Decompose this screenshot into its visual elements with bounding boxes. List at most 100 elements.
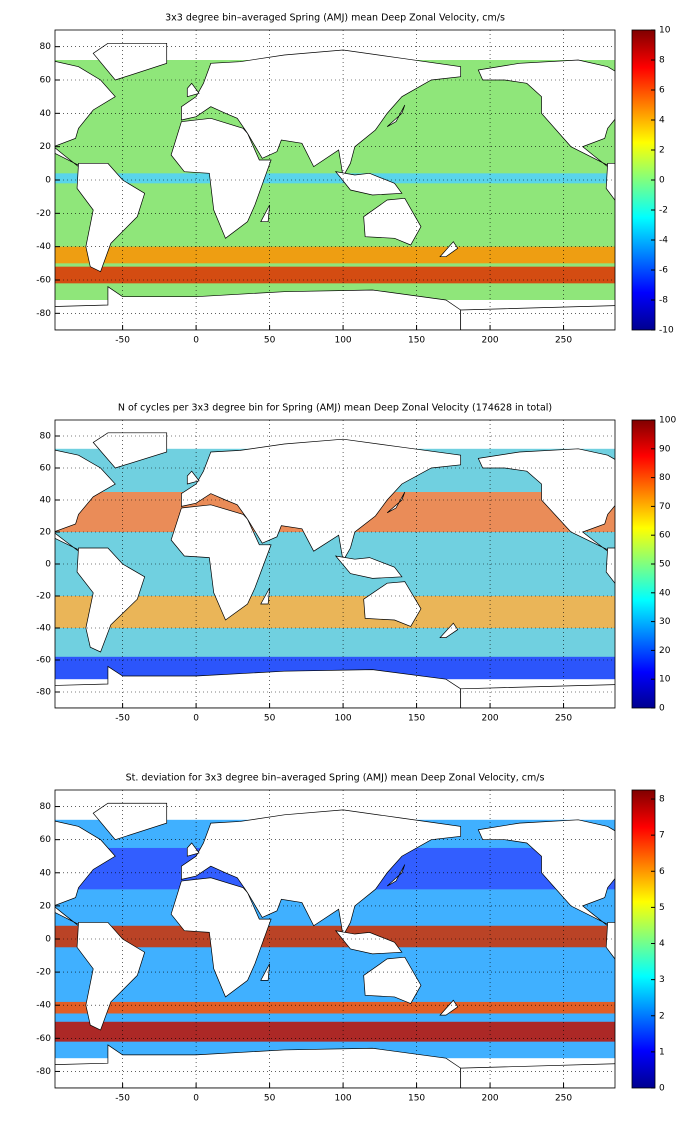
land (92, 432, 168, 469)
x-tick-label: -50 (115, 714, 130, 724)
ocean-band (55, 925, 615, 948)
land (186, 82, 200, 98)
land (460, 305, 615, 330)
x-tick-label: 0 (193, 1094, 199, 1104)
ocean-band (55, 173, 615, 184)
x-tick-label: 250 (555, 1094, 572, 1104)
land (55, 1044, 462, 1088)
x-tick-label: 250 (555, 714, 572, 724)
x-tick-label: 50 (264, 336, 276, 346)
land (439, 241, 459, 258)
land (363, 197, 422, 246)
y-tick-label: -80 (36, 688, 51, 698)
y-tick-label: 60 (40, 464, 52, 474)
colorbar-tick-label: 4 (659, 116, 665, 126)
y-tick-label: 0 (45, 560, 51, 570)
colorbar-tick-label: 2 (659, 1011, 665, 1021)
x-tick-label: 150 (408, 714, 425, 724)
land (477, 448, 615, 552)
axes-frame (54, 29, 616, 331)
ocean-band (55, 246, 615, 264)
land (460, 1063, 615, 1088)
x-tick-label: -50 (115, 1094, 130, 1104)
y-tick-label: 0 (45, 176, 51, 186)
colorbar-tick-label: 0 (659, 704, 665, 714)
colorbar-tick-label: 40 (659, 588, 671, 598)
y-tick-label: -40 (36, 242, 51, 252)
colorbar-tick-label: 7 (659, 831, 665, 841)
land (186, 842, 200, 857)
land (92, 42, 168, 81)
y-tick-label: -40 (36, 624, 51, 634)
colorbar-tick-label: 6 (659, 867, 665, 877)
land (55, 820, 116, 927)
colorbar-tick-label: 80 (659, 473, 671, 483)
ocean-band (55, 596, 615, 628)
y-tick-label: 20 (40, 142, 52, 152)
land (170, 504, 272, 621)
land (334, 171, 403, 196)
colorbar-tick-label: -6 (659, 266, 668, 276)
land (439, 622, 459, 638)
y-tick-label: -60 (36, 276, 51, 286)
x-tick-label: -50 (115, 336, 130, 346)
land (92, 802, 168, 841)
y-tick-label: 40 (40, 109, 52, 119)
land (260, 587, 270, 605)
x-tick-label: 200 (481, 714, 498, 724)
land (260, 963, 270, 981)
y-tick-label: -80 (36, 309, 51, 319)
land (55, 449, 116, 552)
y-tick-label: 60 (40, 835, 52, 845)
y-tick-label: -40 (36, 1001, 51, 1011)
map-panel: -50 0 50 100 150 200 250-80-60-40-20020406080N… (36, 403, 676, 724)
land (181, 49, 462, 178)
colorbar-tick-label: 20 (659, 646, 671, 656)
panel-title: 3x3 degree bin–averaged Spring (AMJ) mea… (165, 13, 505, 24)
y-tick-label: 20 (40, 528, 52, 538)
axes-frame (54, 789, 616, 1089)
colorbar-tick-label: 60 (659, 531, 671, 541)
ocean-band (55, 1001, 615, 1014)
y-tick-label: 80 (40, 432, 52, 442)
y-tick-label: -20 (36, 209, 51, 219)
y-tick-label: -60 (36, 656, 51, 666)
map-panel: -50 0 50 100 150 200 250-80-60-40-20020406080S… (36, 773, 665, 1104)
land (334, 555, 403, 579)
land (260, 204, 270, 223)
colorbar-tick-label: 1 (659, 1047, 665, 1057)
colorbar-tick-label: -10 (659, 326, 674, 336)
colorbar-tick-label: 0 (659, 1084, 665, 1094)
x-tick-label: 100 (334, 1094, 351, 1104)
colorbar-tick-label: 4 (659, 939, 665, 949)
land (386, 864, 406, 887)
x-tick-label: 100 (334, 714, 351, 724)
colorbar-tick-label: 70 (659, 502, 671, 512)
map-panel: -50 0 50 100 150 200 250-80-60-40-200204060803… (36, 13, 674, 346)
x-tick-label: 100 (334, 336, 351, 346)
y-tick-label: 80 (40, 42, 52, 52)
panel-title: St. deviation for 3x3 degree bin–average… (126, 773, 545, 784)
colorbar-tick-label: -4 (659, 236, 668, 246)
colorbar-tick-label: -2 (659, 206, 668, 216)
colorbar-tick-label: 3 (659, 975, 665, 985)
land (477, 59, 615, 168)
y-tick-label: 0 (45, 935, 51, 945)
ocean-band (55, 266, 615, 284)
x-tick-label: 0 (193, 336, 199, 346)
land (55, 286, 462, 330)
colorbar-tick-label: 8 (659, 795, 665, 805)
colorbar-tick-label: 10 (659, 26, 671, 36)
colorbar-tick-label: 50 (659, 560, 671, 570)
y-tick-label: -60 (36, 1034, 51, 1044)
land (181, 438, 462, 562)
ocean-band (55, 1021, 615, 1042)
x-tick-label: 200 (481, 336, 498, 346)
colorbar-tick-label: 30 (659, 617, 671, 627)
y-tick-label: 80 (40, 802, 52, 812)
x-tick-label: 150 (408, 1094, 425, 1104)
y-tick-label: 40 (40, 496, 52, 506)
y-tick-label: -20 (36, 592, 51, 602)
land (439, 999, 459, 1016)
